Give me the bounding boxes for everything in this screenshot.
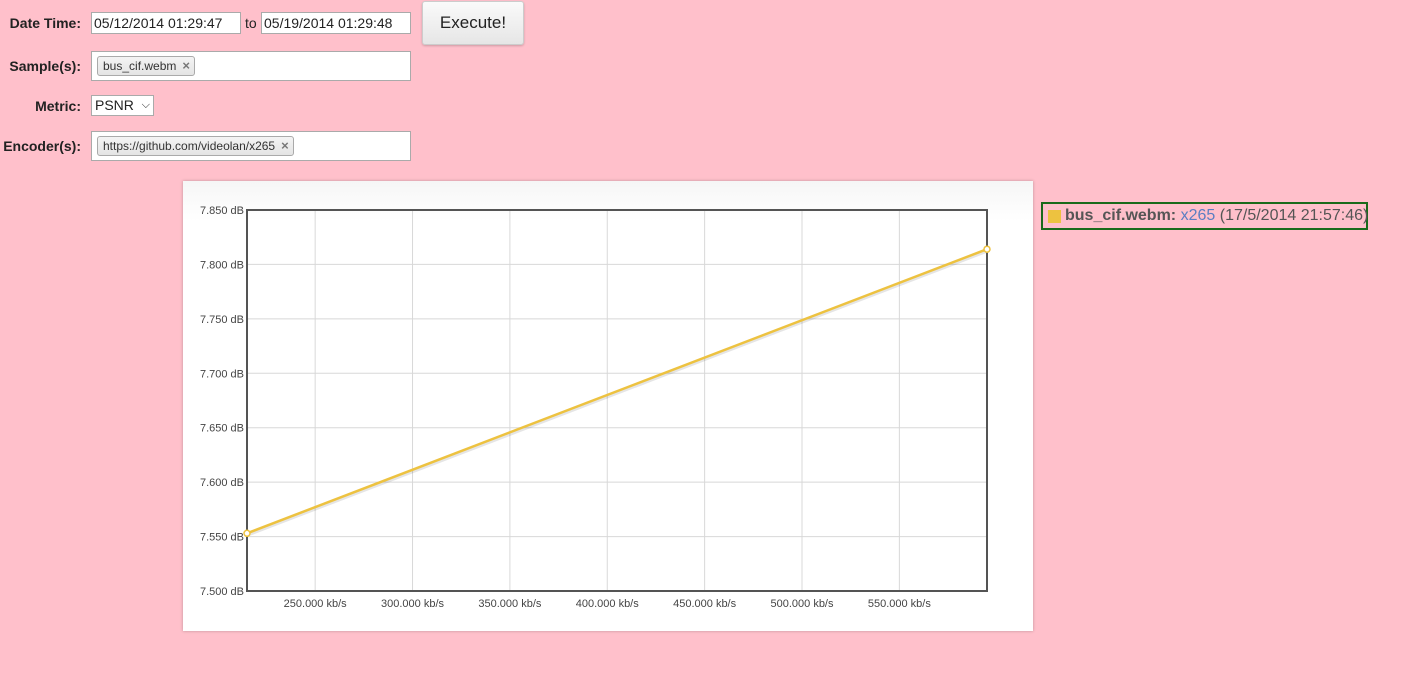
- to-label: to: [245, 15, 257, 31]
- y-tick-label: 7.800 dB: [200, 259, 244, 271]
- x-tick-label: 300.000 kb/s: [381, 598, 444, 610]
- x-tick-label: 550.000 kb/s: [868, 598, 931, 610]
- samples-label: Sample(s):: [9, 58, 81, 74]
- chart-legend: bus_cif.webm: x265 (17/5/2014 21:57:46): [1041, 202, 1368, 230]
- legend-sample-name: bus_cif.webm:: [1065, 207, 1177, 224]
- datetime-label: Date Time:: [9, 15, 81, 31]
- encoder-tag-label: https://github.com/videolan/x265: [103, 139, 276, 153]
- chart-container: 7.500 dB 7.550 dB 7.600 dB 7.650 dB 7.700 dB…: [183, 181, 1033, 631]
- series-line: [246, 248, 988, 535]
- metric-select[interactable]: PSNR ⌵: [91, 95, 154, 116]
- y-tick-label: 7.600 dB: [200, 477, 244, 489]
- samples-input[interactable]: bus_cif.webm ×: [91, 51, 411, 81]
- legend-date: (17/5/2014 21:57:46): [1219, 207, 1369, 224]
- x-tick-label: 350.000 kb/s: [478, 598, 541, 610]
- chevron-down-icon: ⌵: [141, 99, 150, 111]
- legend-swatch: [1048, 210, 1061, 223]
- data-point: [983, 245, 991, 253]
- data-point: [243, 529, 251, 538]
- y-tick-label: 7.850 dB: [200, 205, 244, 217]
- legend-entry: bus_cif.webm: x265 (17/5/2014 21:57:46): [1065, 204, 1368, 228]
- y-tick-label: 7.700 dB: [200, 368, 244, 380]
- execute-button[interactable]: Execute!: [422, 1, 524, 45]
- encoder-tag-remove-icon[interactable]: ×: [281, 138, 289, 153]
- legend-encoder-link[interactable]: x265: [1180, 207, 1216, 224]
- plot-frame: [246, 209, 988, 592]
- y-tick-label: 7.500 dB: [200, 586, 244, 598]
- y-tick-label: 7.750 dB: [200, 314, 244, 326]
- x-tick-label: 450.000 kb/s: [673, 598, 736, 610]
- y-tick-label: 7.650 dB: [200, 423, 244, 435]
- x-tick-label: 400.000 kb/s: [576, 598, 639, 610]
- date-to-input[interactable]: [261, 12, 411, 34]
- encoder-tag: https://github.com/videolan/x265 ×: [97, 136, 294, 156]
- x-tick-label: 250.000 kb/s: [284, 598, 347, 610]
- x-tick-label: 500.000 kb/s: [771, 598, 834, 610]
- sample-tag: bus_cif.webm ×: [97, 56, 195, 76]
- series-line-shadow: [246, 249, 988, 537]
- date-from-input[interactable]: [91, 12, 241, 34]
- encoders-label: Encoder(s):: [3, 138, 81, 154]
- sample-tag-remove-icon[interactable]: ×: [182, 58, 190, 73]
- y-tick-label: 7.550 dB: [200, 532, 244, 544]
- encoders-input[interactable]: https://github.com/videolan/x265 ×: [91, 131, 411, 161]
- psnr-chart[interactable]: 7.500 dB 7.550 dB 7.600 dB 7.650 dB 7.700 dB…: [183, 181, 1033, 631]
- sample-tag-label: bus_cif.webm: [103, 59, 177, 73]
- metric-selected-value: PSNR: [95, 97, 134, 113]
- metric-label: Metric:: [35, 98, 81, 114]
